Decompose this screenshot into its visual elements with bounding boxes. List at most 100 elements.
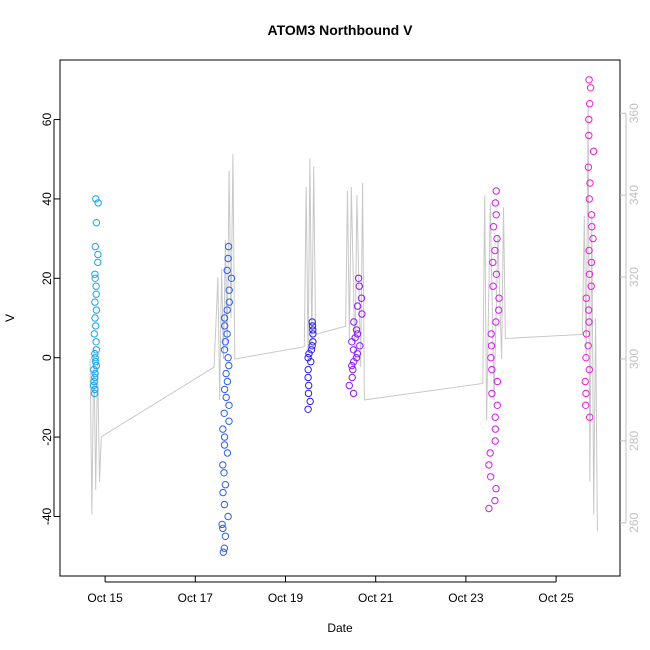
data-point (224, 512, 232, 521)
data-point (91, 242, 100, 251)
data-point (305, 350, 313, 358)
data-point (94, 250, 102, 259)
data-point (220, 441, 229, 449)
data-point (307, 346, 316, 354)
data-point (222, 393, 230, 402)
data-point (91, 358, 100, 366)
data-point (353, 350, 361, 358)
data-point (220, 500, 229, 509)
data-point (487, 330, 495, 338)
data-point (90, 377, 98, 386)
data-point (305, 381, 313, 390)
data-point (489, 223, 498, 231)
data-point (349, 389, 358, 398)
secondary-series-line (89, 104, 598, 532)
data-point (89, 381, 98, 390)
data-point (351, 334, 359, 342)
data-point (92, 306, 101, 314)
data-point (304, 389, 313, 398)
data-point (91, 369, 99, 378)
data-point (585, 131, 593, 140)
data-point (92, 282, 100, 290)
data-point (91, 298, 99, 306)
data-point (487, 473, 495, 481)
data-point (94, 258, 102, 267)
data-point (308, 342, 316, 350)
data-point (492, 318, 500, 326)
data-point (92, 195, 100, 203)
x-tick-label: Oct 17 (178, 591, 214, 605)
data-point (225, 361, 233, 370)
y-tick-label: -40 (40, 507, 54, 525)
plot-frame (59, 59, 621, 577)
data-point (306, 397, 314, 406)
data-point (493, 377, 502, 386)
data-point (309, 330, 317, 338)
y-tick-label: -20 (40, 428, 54, 446)
data-point (223, 449, 232, 457)
data-point (358, 310, 366, 318)
data-point (353, 330, 362, 338)
data-point (493, 234, 501, 243)
data-point (353, 302, 362, 310)
data-point (223, 330, 231, 338)
data-point (91, 274, 99, 282)
data-point (348, 361, 356, 370)
data-point (92, 346, 101, 354)
data-point (485, 504, 493, 513)
data-point (348, 373, 356, 382)
data-point (492, 270, 501, 278)
y-axis-label: V (3, 314, 17, 322)
data-point (221, 481, 230, 489)
data-point (586, 100, 594, 108)
data-point (219, 548, 228, 556)
y-tick-label: 20 (40, 271, 54, 285)
data-point (219, 524, 227, 533)
data-point (219, 425, 227, 433)
data-point (220, 314, 229, 322)
data-point (582, 401, 590, 409)
data-point (491, 437, 499, 445)
data-point (222, 369, 230, 378)
data-point (221, 532, 230, 540)
data-point (585, 76, 593, 84)
data-point (224, 242, 233, 251)
y-tick-label: 60 (40, 113, 54, 127)
data-point (588, 223, 596, 231)
data-point (582, 294, 590, 302)
data-point (488, 365, 496, 374)
data-point (218, 520, 226, 529)
data-point (225, 298, 234, 306)
y2-tick-label: 360 (627, 103, 641, 123)
data-point (495, 294, 503, 302)
data-point (90, 365, 98, 374)
data-point (492, 187, 500, 195)
data-point (585, 115, 593, 124)
data-point (220, 409, 228, 417)
data-point (91, 385, 99, 394)
data-point (304, 373, 312, 382)
data-point (485, 461, 493, 469)
data-point (223, 377, 232, 386)
data-point (91, 314, 99, 322)
data-point (585, 195, 593, 203)
data-point (309, 338, 317, 346)
data-point (221, 322, 229, 330)
y-tick-label: 40 (40, 192, 54, 206)
data-point (92, 361, 101, 370)
chart-title: ATOM3 Northbound V (268, 22, 414, 38)
data-point (585, 306, 593, 314)
data-point (491, 246, 499, 255)
data-point (91, 350, 99, 358)
data-point (489, 282, 497, 290)
data-point (92, 290, 100, 298)
data-point (220, 433, 229, 441)
data-point (492, 485, 500, 493)
data-point (584, 342, 592, 350)
data-point (90, 330, 99, 338)
data-point (589, 234, 597, 243)
data-point (492, 211, 500, 219)
data-point (486, 449, 494, 457)
data-point (220, 346, 229, 354)
